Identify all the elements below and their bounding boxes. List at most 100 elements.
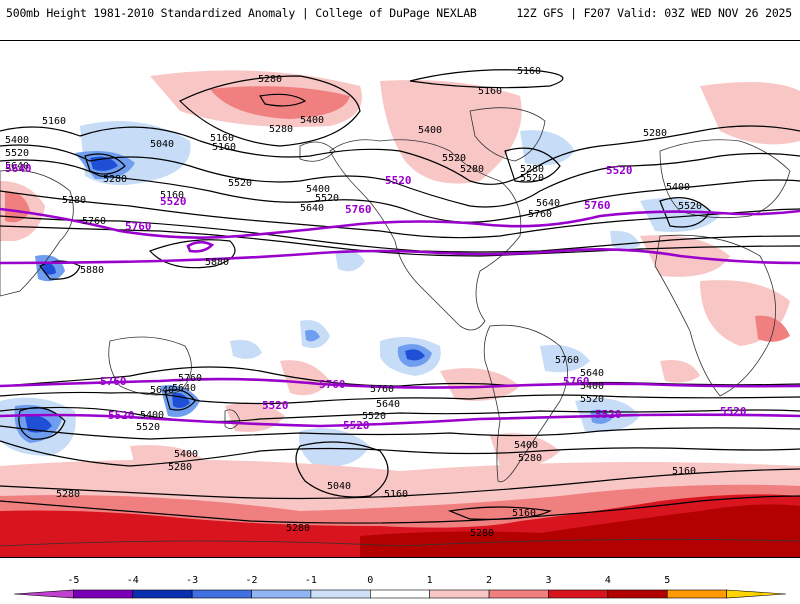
height-contours — [0, 69, 800, 524]
contour-label: 5280 — [286, 523, 310, 534]
highlight-label: 5520 — [606, 164, 633, 177]
colorbar-tick-label: -5 — [67, 575, 79, 586]
contour-label: 5160 — [478, 86, 502, 97]
colorbar-segment — [429, 589, 490, 599]
contour-label: 5520 — [678, 201, 702, 212]
contour-5880-north — [148, 239, 236, 269]
highlight-label: 5760 — [125, 220, 152, 233]
anom-neg-region — [25, 415, 52, 433]
colorbar-tick-label: 4 — [605, 575, 611, 586]
highlight-label: 5760 — [100, 375, 127, 388]
highlight-label: 5520 — [385, 174, 412, 187]
contour-label: 5640 — [300, 203, 324, 214]
contour-label: 5760 — [370, 384, 394, 395]
contour-south-low-1 — [18, 407, 66, 440]
coastline-north-america — [329, 139, 522, 331]
contour-label: 5280 — [56, 489, 80, 500]
colorbar-segment — [607, 589, 668, 599]
positive-anomaly-shading — [0, 70, 800, 557]
highlight-label: 5760 — [584, 199, 611, 212]
contour-label: 5640 — [580, 368, 604, 379]
contour-label: 5400 — [300, 115, 324, 126]
anomaly-colorbar: -5 -4 -3 -2 -1 0 1 2 3 4 5 — [0, 566, 800, 600]
contour-mid-lat-1 — [0, 190, 800, 239]
coastline-alaska — [299, 141, 336, 162]
map-title: 500mb Height 1981-2010 Standardized Anom… — [6, 6, 477, 20]
highlight-label: 5520 — [160, 195, 187, 208]
highlight-label: 5760 — [345, 203, 372, 216]
anom-pos-region — [660, 360, 700, 383]
contour-label: 5400 — [514, 440, 538, 451]
contour-label: 5520 — [315, 193, 339, 204]
coastline-europe — [659, 139, 791, 219]
colorbar-canvas: -5 -4 -3 -2 -1 0 1 2 3 4 5 — [13, 575, 787, 599]
contour-label: 5760 — [82, 216, 106, 227]
highlight-label: 5520 — [343, 419, 370, 432]
highlight-label: 5640 — [5, 162, 32, 175]
anom-pos-region — [440, 368, 520, 401]
contour-5640-south — [0, 391, 800, 405]
contour-label: 5520 — [580, 394, 604, 405]
colorbar-segment — [666, 589, 727, 599]
coastline-australia — [108, 336, 192, 396]
highlight-label: 5520 — [595, 408, 622, 421]
contour-label: 5400 — [140, 410, 164, 421]
anom-neg-region — [540, 345, 590, 373]
highlight-contour-labels: 5640 5520 5760 5520 5760 5520 5760 5760 … — [5, 162, 747, 432]
contour-label: 5400 — [666, 182, 690, 193]
contour-label: 5880 — [205, 257, 229, 268]
colorbar-ticks: -5 -4 -3 -2 -1 0 1 2 3 4 5 — [67, 575, 670, 586]
contour-label: 5520 — [5, 148, 29, 159]
purple-5760-north — [0, 248, 800, 265]
contour-europe-low — [659, 197, 711, 228]
anom-neg-region — [305, 329, 320, 342]
colorbar-segment — [132, 589, 193, 599]
contour-label: 5040 — [327, 481, 351, 492]
contour-label: 5160 — [42, 116, 66, 127]
contour-label: 5520 — [228, 178, 252, 189]
contour-label: 5160 — [517, 66, 541, 77]
colorbar-segment — [726, 589, 787, 599]
contour-label: 5160 — [212, 142, 236, 153]
anom-pos-region — [700, 82, 800, 145]
contour-label: 5520 — [136, 422, 160, 433]
anom-pos-region — [210, 86, 350, 119]
contour-5160-south — [0, 468, 800, 500]
highlight-label: 5520 — [108, 409, 135, 422]
coastlines — [0, 107, 800, 547]
highlight-label: 5520 — [720, 405, 747, 418]
contour-5520-south — [0, 406, 800, 423]
contour-label: 5160 — [512, 508, 536, 519]
contour-5280-north — [178, 75, 361, 147]
colorbar-segment — [488, 589, 549, 599]
contour-label: 5280 — [168, 462, 192, 473]
contour-label: 5280 — [460, 164, 484, 175]
contour-label: 5640 — [376, 399, 400, 410]
contour-label: 5400 — [5, 135, 29, 146]
highlight-contours — [0, 207, 800, 428]
anom-neg-region — [299, 428, 370, 467]
contour-label: 5760 — [178, 373, 202, 384]
colorbar-segment — [191, 589, 252, 599]
contour-label: 5280 — [269, 124, 293, 135]
contour-label: 5400 — [418, 125, 442, 136]
contour-label: 5160 — [210, 133, 234, 144]
contour-high-lat-3 — [0, 159, 800, 223]
colorbar-tick-label: 5 — [664, 575, 670, 586]
colorbar-tick-label: -3 — [186, 575, 198, 586]
contour-label: 5400 — [580, 381, 604, 392]
anom-pos-region — [755, 315, 790, 342]
contour-label: 5640 — [150, 385, 174, 396]
contour-5160-north — [409, 69, 564, 89]
purple-5520-north — [0, 207, 800, 239]
purple-5760-south — [0, 377, 800, 389]
coastline-south-america — [483, 324, 568, 483]
colorbar-tick-label: 1 — [427, 575, 433, 586]
contour-alaska-low — [504, 147, 561, 183]
anomaly-map: 5280 5160 5160 5280 5400 5400 5520 5160 … — [0, 40, 800, 558]
model-run-valid-time: 12Z GFS | F207 Valid: 03Z WED NOV 26 202… — [516, 6, 792, 20]
contour-label: 5640 — [172, 383, 196, 394]
contour-label: 5760 — [555, 355, 579, 366]
coastline-africa — [654, 234, 776, 397]
anom-pos-region — [5, 191, 30, 223]
